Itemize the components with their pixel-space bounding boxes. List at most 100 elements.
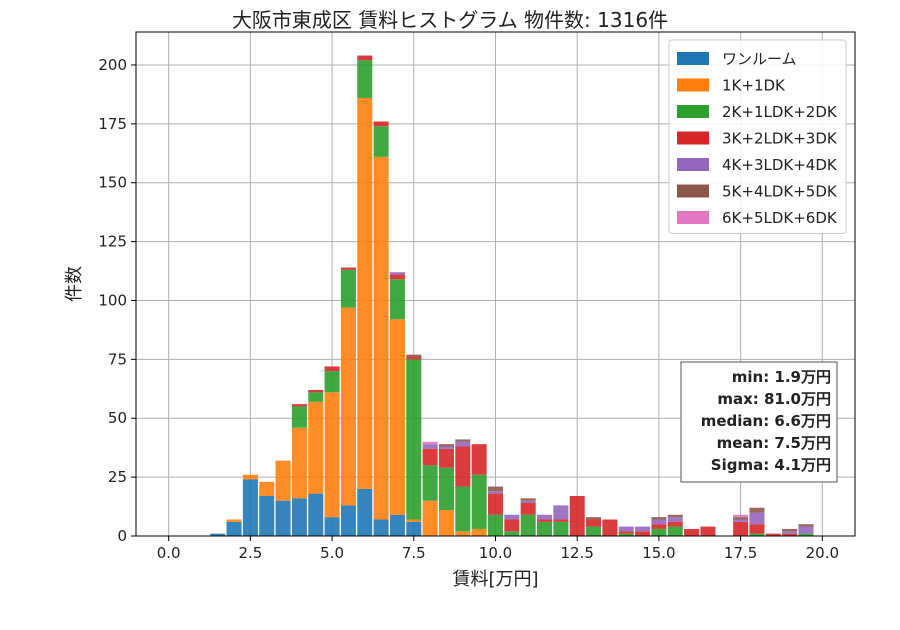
x-tick-label: 20.0 bbox=[806, 544, 839, 562]
x-tick-label: 12.5 bbox=[561, 544, 594, 562]
bar-segment bbox=[798, 526, 814, 534]
bar-segment bbox=[340, 505, 356, 536]
bar-segment bbox=[733, 517, 749, 520]
bar-segment bbox=[406, 354, 422, 358]
bar-segment bbox=[291, 427, 307, 499]
x-tick-label: 10.0 bbox=[479, 544, 512, 562]
bar-segment bbox=[226, 519, 242, 522]
bar-segment bbox=[487, 514, 504, 536]
bar-segment bbox=[422, 441, 438, 445]
bar-segment bbox=[537, 514, 553, 520]
y-tick-label: 100 bbox=[98, 291, 127, 309]
bar-segment bbox=[438, 444, 454, 447]
bar-segment bbox=[667, 517, 683, 522]
bar-segment bbox=[667, 526, 683, 536]
ticks-layer: 0.0 2.5 5.0 7.5 10.0 12.5 15.0 17.5 20.0 0 25 50 75 1… bbox=[98, 56, 839, 562]
bar-segment bbox=[635, 531, 651, 536]
bar-segment bbox=[291, 406, 307, 428]
bar-segment bbox=[324, 517, 340, 536]
x-tick-label: 5.0 bbox=[320, 544, 344, 562]
bar-segment bbox=[487, 493, 504, 515]
bar-segment bbox=[684, 528, 700, 536]
bar-segment bbox=[782, 533, 798, 536]
bar-segment bbox=[210, 533, 226, 536]
bar-segment bbox=[357, 60, 373, 98]
y-tick-label: 0 bbox=[117, 527, 127, 545]
bar-segment bbox=[373, 121, 389, 127]
bar-segment bbox=[226, 521, 242, 536]
bar-segment bbox=[340, 267, 356, 270]
bar-segment bbox=[340, 307, 356, 506]
y-tick-label: 50 bbox=[108, 409, 127, 427]
x-tick-label: 0.0 bbox=[157, 544, 181, 562]
stats-line: min: 1.9万円 bbox=[732, 368, 831, 386]
legend-swatch bbox=[677, 78, 709, 92]
bar-segment bbox=[487, 486, 504, 492]
bar-segment bbox=[471, 474, 487, 529]
bar-segment bbox=[438, 510, 454, 536]
legend-swatch bbox=[677, 131, 709, 145]
bar-segment bbox=[291, 498, 307, 536]
bar-segment bbox=[455, 441, 471, 447]
bar-segment bbox=[471, 528, 487, 536]
bar-segment bbox=[798, 533, 814, 536]
bar-segment bbox=[651, 524, 667, 529]
bar-segment bbox=[438, 446, 454, 449]
legend-swatch bbox=[677, 211, 709, 224]
bar-segment bbox=[438, 448, 454, 468]
bar-segment bbox=[520, 514, 536, 536]
bar-segment bbox=[438, 467, 454, 511]
stats-line: mean: 7.5万円 bbox=[717, 434, 831, 452]
y-tick-label: 25 bbox=[108, 468, 127, 486]
bar-segment bbox=[357, 55, 373, 61]
bar-segment bbox=[259, 495, 275, 536]
bar-segment bbox=[651, 517, 667, 520]
y-tick-label: 75 bbox=[108, 350, 127, 368]
bar-segment bbox=[357, 97, 373, 489]
bar-segment bbox=[455, 439, 471, 442]
bar-segment bbox=[291, 404, 307, 407]
bar-segment bbox=[651, 519, 667, 525]
bar-segment bbox=[749, 533, 765, 536]
bar-segment bbox=[455, 531, 471, 536]
bar-segment bbox=[749, 512, 765, 525]
stats-frame bbox=[680, 361, 838, 483]
x-axis-label: 賃料[万円] bbox=[452, 569, 538, 590]
bar-segment bbox=[308, 392, 324, 402]
bar-segment bbox=[242, 479, 258, 536]
bar-segment bbox=[782, 528, 798, 532]
bar-segment bbox=[667, 514, 683, 518]
bar-segment bbox=[487, 491, 504, 494]
bar-segment bbox=[389, 514, 405, 536]
bars-layer bbox=[210, 55, 814, 536]
bar-segment bbox=[553, 505, 569, 520]
bar-segment bbox=[406, 521, 422, 536]
legend-label: 6K+5LDK+6DK bbox=[722, 209, 838, 227]
bar-segment bbox=[667, 521, 683, 527]
legend: ワンルーム 1K+1DK 2K+1LDK+2DK 3K+2LDK+3DK 4K+3LDK… bbox=[668, 39, 847, 234]
bar-segment bbox=[389, 279, 405, 320]
legend-frame bbox=[668, 39, 847, 234]
bar-segment bbox=[504, 519, 520, 532]
bar-segment bbox=[373, 156, 389, 520]
legend-swatch bbox=[677, 105, 709, 118]
bar-segment bbox=[618, 531, 634, 534]
bar-segment bbox=[618, 526, 634, 532]
bar-segment bbox=[324, 371, 340, 393]
bar-segment bbox=[389, 272, 405, 275]
bar-segment bbox=[422, 444, 438, 449]
y-tick-label: 150 bbox=[98, 174, 127, 192]
bar-segment bbox=[373, 519, 389, 536]
bar-segment bbox=[700, 526, 716, 536]
legend-swatch bbox=[677, 184, 709, 198]
bar-segment bbox=[308, 401, 324, 494]
bar-segment bbox=[455, 446, 471, 487]
bar-segment bbox=[586, 519, 602, 527]
y-tick-label: 175 bbox=[98, 115, 127, 133]
bar-segment bbox=[340, 269, 356, 308]
bar-segment bbox=[455, 486, 471, 532]
legend-label: 1K+1DK bbox=[722, 77, 786, 95]
bar-segment bbox=[308, 493, 324, 536]
legend-swatch bbox=[677, 158, 709, 171]
x-tick-label: 2.5 bbox=[238, 544, 262, 562]
